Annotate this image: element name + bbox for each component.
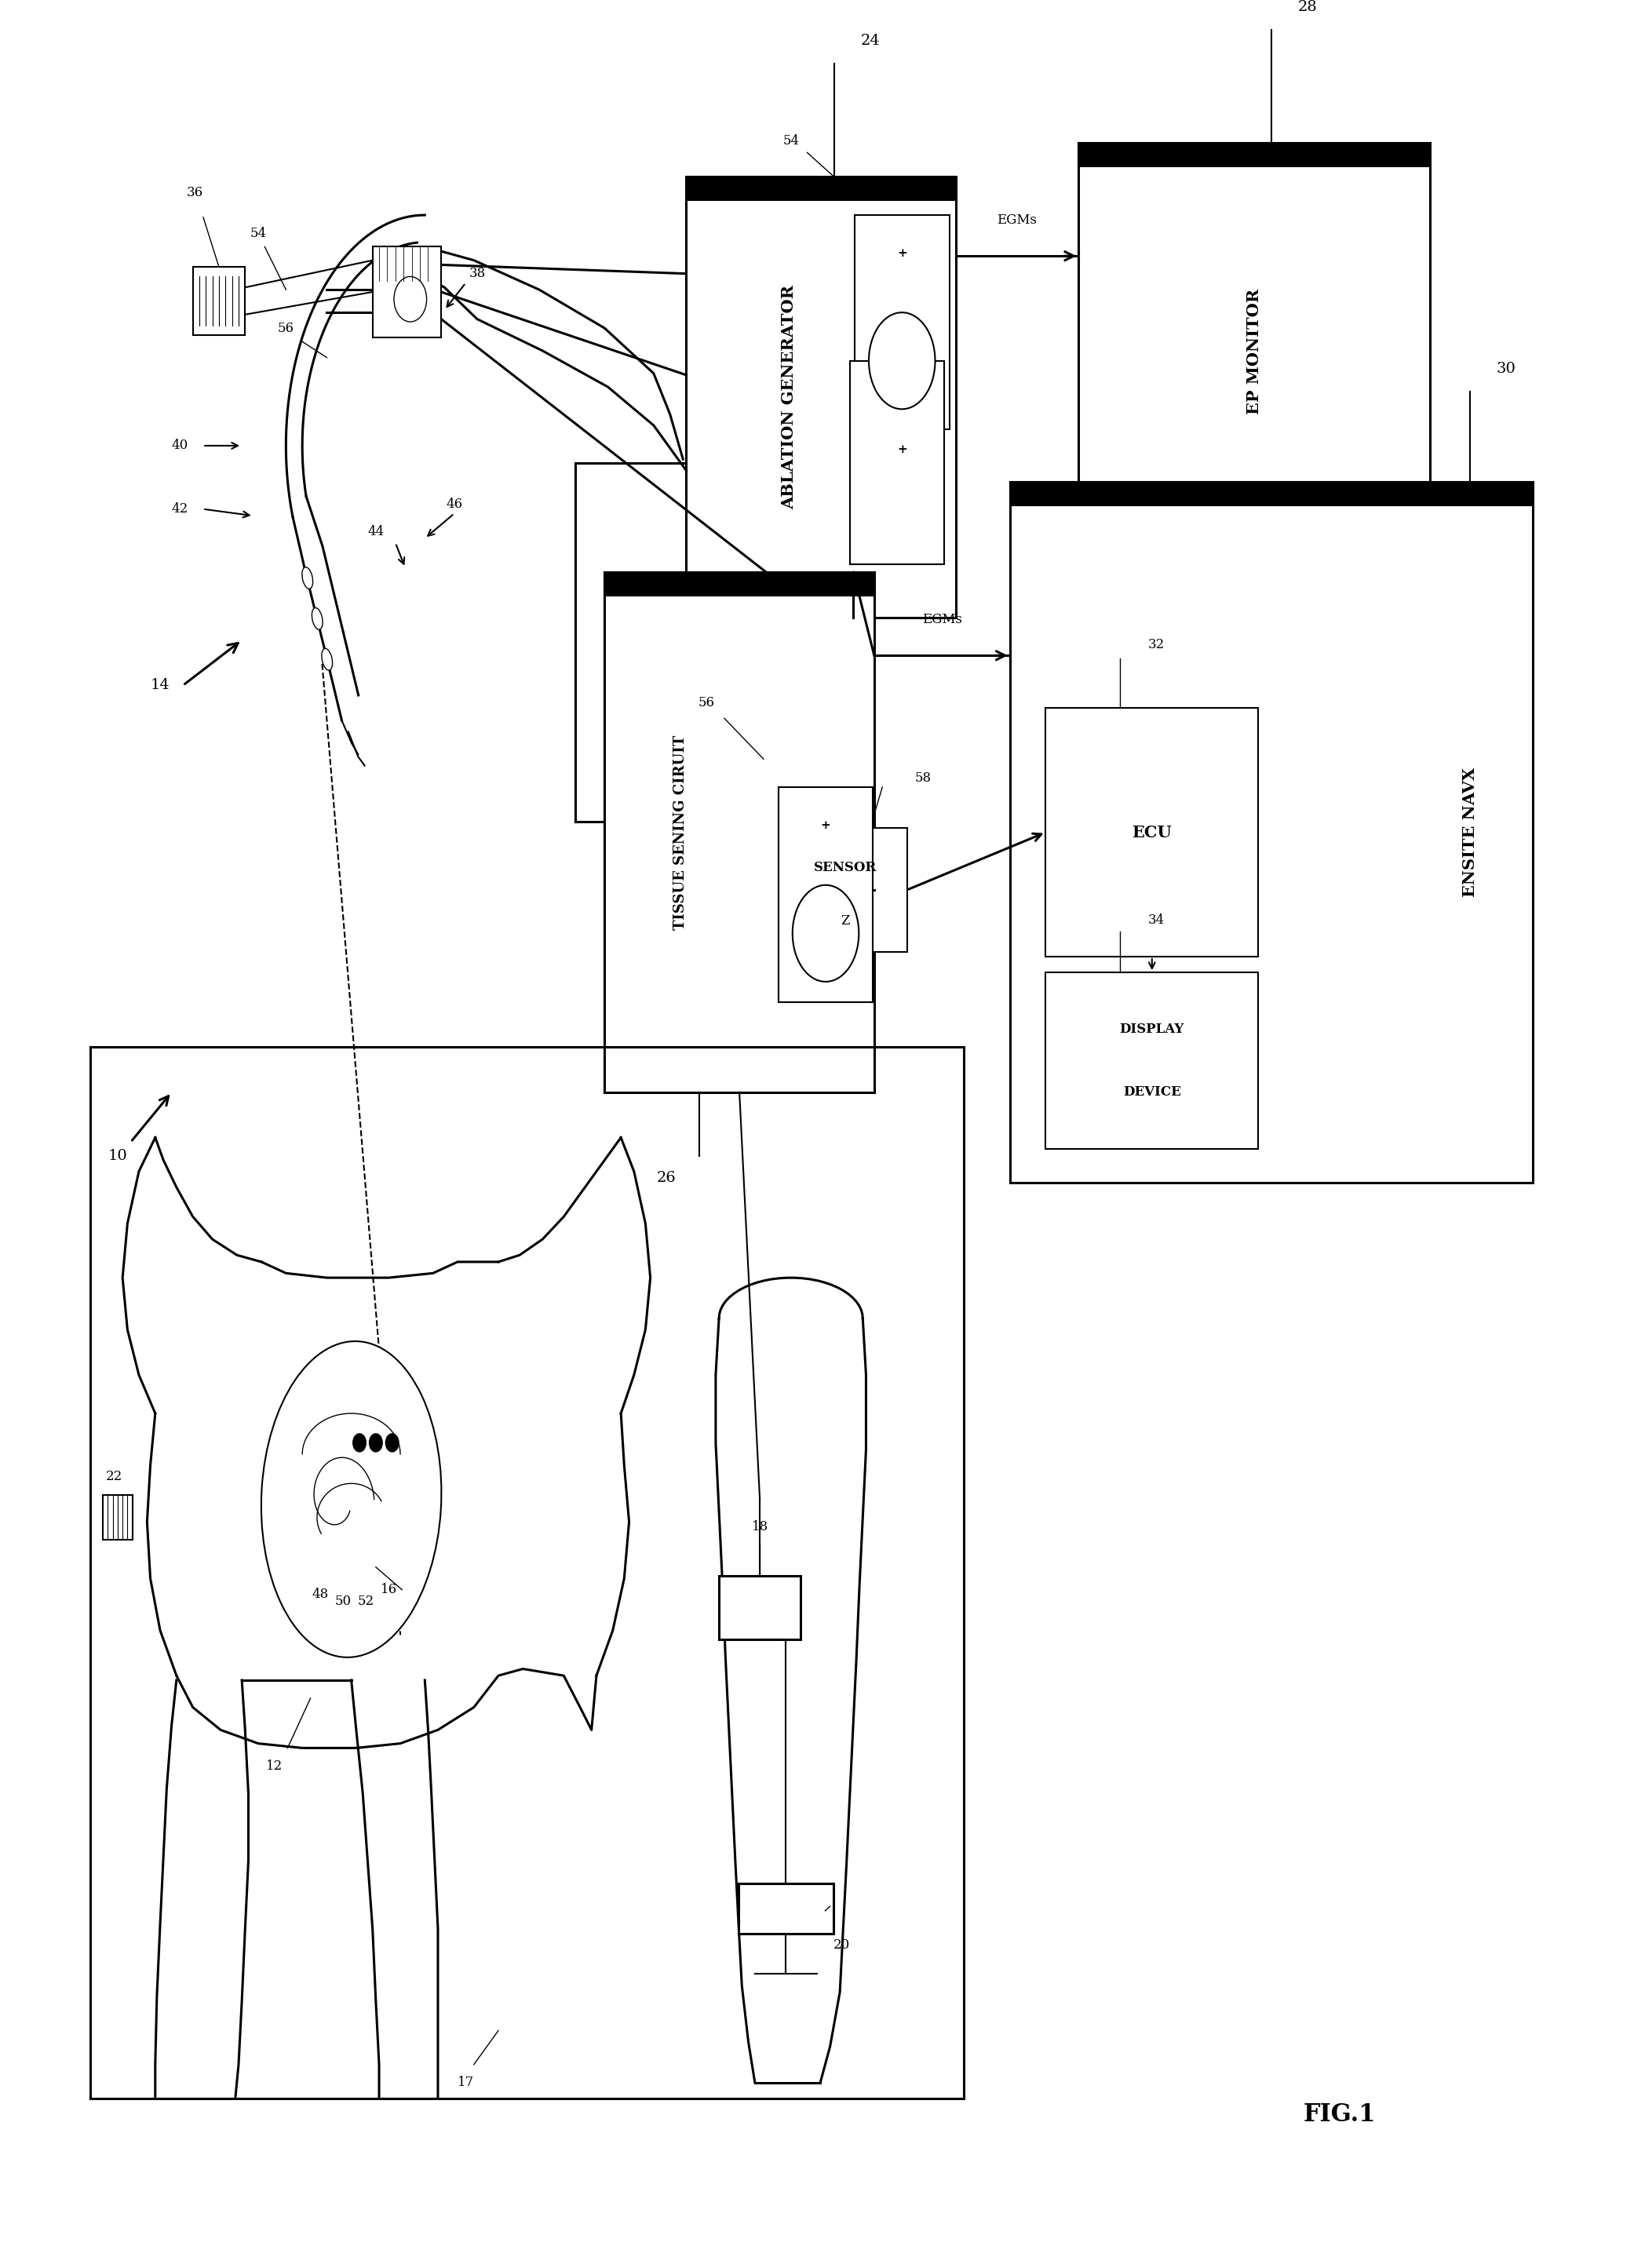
Bar <box>855 215 949 429</box>
Text: 16: 16 <box>381 1583 397 1597</box>
Bar <box>605 572 874 1093</box>
Text: 50: 50 <box>335 1594 351 1608</box>
Text: 30: 30 <box>1497 363 1516 376</box>
Ellipse shape <box>261 1340 441 1658</box>
Text: 36: 36 <box>186 186 203 200</box>
Ellipse shape <box>312 608 322 631</box>
Ellipse shape <box>869 426 935 562</box>
Bar <box>686 177 956 200</box>
Text: 56: 56 <box>698 696 714 710</box>
Text: 34: 34 <box>1147 914 1165 928</box>
Bar <box>1010 481 1533 1182</box>
Text: 44: 44 <box>368 524 384 538</box>
Text: 12: 12 <box>266 1760 283 1774</box>
Bar <box>1010 481 1533 503</box>
Text: 18: 18 <box>752 1520 768 1533</box>
Text: 10: 10 <box>108 1148 127 1163</box>
Text: 32: 32 <box>1147 637 1165 651</box>
Circle shape <box>353 1433 366 1452</box>
Bar <box>719 1576 801 1640</box>
Text: 38: 38 <box>469 268 485 281</box>
Text: 48: 48 <box>312 1588 328 1601</box>
Text: ENSITE NAVX: ENSITE NAVX <box>1462 767 1477 898</box>
Text: 20: 20 <box>833 1939 850 1950</box>
Text: 42: 42 <box>172 501 188 515</box>
Text: +: + <box>820 821 830 832</box>
Text: 24: 24 <box>861 34 881 48</box>
Text: 52: 52 <box>358 1594 374 1608</box>
Bar <box>373 247 441 338</box>
Text: EP MONITOR: EP MONITOR <box>1247 288 1261 415</box>
Circle shape <box>394 277 426 322</box>
Text: +: + <box>897 247 907 259</box>
Text: 58: 58 <box>915 771 931 785</box>
Text: ABLATION GENERATOR: ABLATION GENERATOR <box>781 286 797 510</box>
Circle shape <box>386 1433 399 1452</box>
Bar <box>1078 143 1430 166</box>
Text: 40: 40 <box>172 440 188 451</box>
Text: 22: 22 <box>106 1470 123 1483</box>
Text: Z: Z <box>842 914 850 928</box>
Ellipse shape <box>869 313 935 408</box>
Text: SENSOR: SENSOR <box>814 862 877 873</box>
Bar <box>103 1495 132 1540</box>
Text: FIG.1: FIG.1 <box>1304 2102 1376 2127</box>
Text: 17: 17 <box>458 2075 474 2089</box>
Bar <box>850 361 944 565</box>
Text: 54: 54 <box>783 134 799 147</box>
Bar <box>739 1885 833 1932</box>
Text: 56: 56 <box>278 322 294 336</box>
Text: +: + <box>897 445 907 456</box>
Text: DEVICE: DEVICE <box>1123 1086 1181 1100</box>
Text: 26: 26 <box>657 1170 676 1186</box>
Bar <box>193 268 245 336</box>
Bar <box>778 787 873 1002</box>
Bar <box>1046 708 1258 957</box>
Text: EGMs: EGMs <box>997 213 1038 227</box>
Bar <box>784 828 907 953</box>
Bar <box>1078 143 1430 560</box>
Text: ECU: ECU <box>1132 826 1172 839</box>
Text: EGMs: EGMs <box>922 612 962 626</box>
Bar <box>1046 973 1258 1150</box>
Ellipse shape <box>302 567 312 590</box>
Text: TISSUE SENING CIRUIT: TISSUE SENING CIRUIT <box>673 735 688 930</box>
Ellipse shape <box>792 885 859 982</box>
Circle shape <box>369 1433 382 1452</box>
Bar <box>686 177 956 617</box>
Text: 14: 14 <box>150 678 170 692</box>
Text: 54: 54 <box>250 227 266 240</box>
Text: DISPLAY: DISPLAY <box>1119 1023 1185 1036</box>
Text: 46: 46 <box>446 497 462 510</box>
Bar <box>605 572 874 594</box>
Text: 28: 28 <box>1297 0 1317 14</box>
Ellipse shape <box>322 649 332 671</box>
